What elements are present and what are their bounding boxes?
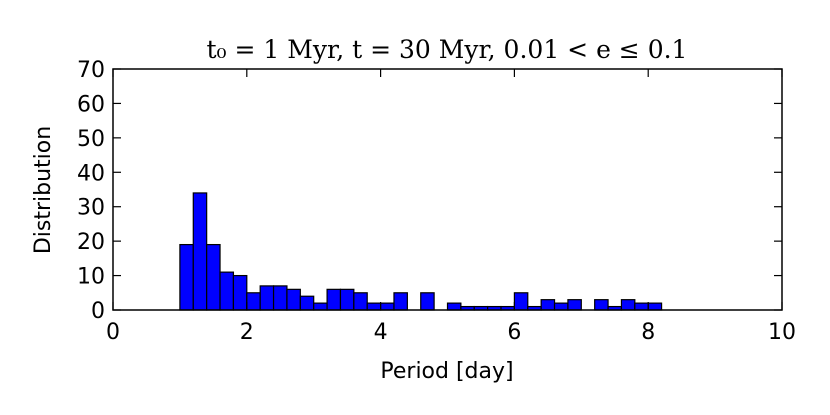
chart-title: t₀ = 1 Myr, t = 30 Myr, 0.01 < e ≤ 0.1 — [207, 35, 688, 64]
histogram-bar-7 — [272, 285, 288, 311]
y-axis-label: Distribution — [31, 126, 56, 254]
y-tick-label-2: 20 — [77, 230, 105, 255]
ticks-layer: 0 2 4 6 8 10 0 10 20 30 40 50 60 70 — [77, 58, 796, 345]
histogram-bar-4 — [232, 274, 248, 311]
histogram-bar-20 — [446, 302, 462, 311]
histogram-bar-35 — [647, 302, 663, 311]
histogram-bar-13 — [353, 292, 368, 311]
histogram-bar-5 — [246, 292, 261, 311]
histogram-bar-9 — [299, 295, 315, 311]
x-tick-label-1: 2 — [240, 320, 254, 345]
histogram-bar-10 — [313, 302, 328, 311]
y-tick-label-7: 70 — [77, 58, 105, 83]
y-tick-label-0: 0 — [91, 299, 105, 324]
histogram-bar-34 — [634, 302, 649, 311]
x-tick-label-4: 8 — [641, 320, 655, 345]
histogram-bar-3 — [219, 271, 235, 311]
histogram-bar-6 — [259, 285, 275, 311]
x-tick-label-5: 10 — [768, 320, 796, 345]
histogram-bar-29 — [567, 299, 582, 311]
x-axis-label: Period [day] — [380, 359, 513, 384]
histogram-bar-14 — [366, 302, 382, 311]
histogram-bar-28 — [553, 302, 569, 311]
y-tick-label-6: 60 — [77, 92, 105, 117]
y-tick-label-4: 40 — [77, 161, 105, 186]
histogram-bar-15 — [380, 302, 395, 311]
histogram-bar-12 — [339, 288, 355, 311]
histogram-bar-27 — [540, 299, 556, 311]
histogram-bar-8 — [286, 288, 301, 311]
histogram-bar-1 — [192, 192, 208, 311]
histogram-bar-0 — [179, 243, 194, 311]
histogram-bar-11 — [326, 288, 342, 311]
y-tick-label-5: 50 — [77, 127, 105, 152]
histogram-bar-18 — [420, 292, 435, 311]
x-tick-label-0: 0 — [106, 320, 120, 345]
y-tick-label-3: 30 — [77, 196, 105, 221]
y-tick-label-1: 10 — [77, 265, 105, 290]
histogram-bar-33 — [620, 299, 636, 311]
x-tick-label-2: 4 — [374, 320, 388, 345]
x-tick-label-3: 6 — [507, 320, 521, 345]
histogram-bar-16 — [393, 292, 408, 311]
histogram-bar-31 — [594, 299, 609, 311]
bars-layer — [179, 192, 663, 311]
histogram-bar-2 — [206, 243, 221, 311]
plot-frame — [112, 68, 783, 311]
histogram-bar-25 — [513, 292, 529, 311]
